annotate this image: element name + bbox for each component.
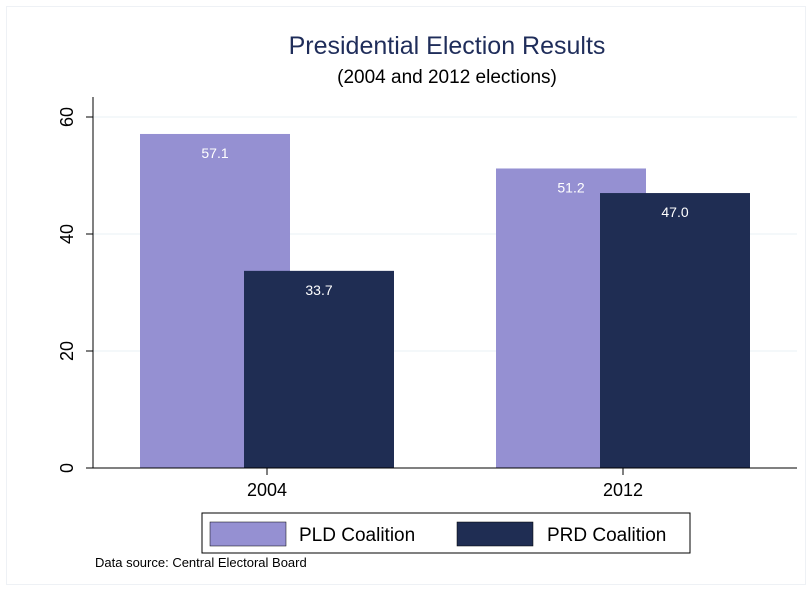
- chart-title: Presidential Election Results: [289, 32, 606, 60]
- axes: 0 20 40 60 2004 2012: [57, 97, 797, 500]
- bars: 57.1 33.7 51.2 47.0: [140, 133, 750, 469]
- chart-subtitle: (2004 and 2012 elections): [337, 67, 557, 88]
- legend-swatch-pld: [209, 521, 287, 547]
- bar-value-label: 51.2: [557, 179, 584, 195]
- legend: PLD Coalition PRD Coalition: [201, 512, 691, 554]
- legend-label-pld: PLD Coalition: [299, 525, 415, 546]
- data-source-note: Data source: Central Electoral Board: [95, 555, 307, 570]
- legend-label-prd: PRD Coalition: [547, 525, 666, 546]
- x-tick-label: 2012: [603, 480, 643, 500]
- y-tick-label: 40: [57, 224, 77, 244]
- legend-swatch-prd: [456, 521, 534, 547]
- bar-prd-coalition-2012: [600, 193, 750, 469]
- bar-value-label: 57.1: [201, 145, 228, 161]
- x-tick-label: 2004: [247, 480, 287, 500]
- y-tick-label: 0: [57, 463, 77, 473]
- bar-value-label: 33.7: [305, 282, 332, 298]
- y-tick-label: 60: [57, 107, 77, 127]
- bar-value-label: 47.0: [661, 204, 688, 220]
- y-tick-label: 20: [57, 341, 77, 361]
- bar-prd-coalition-2004: [244, 270, 394, 468]
- chart-frame: Presidential Election Results (2004 and …: [6, 6, 806, 585]
- bar-chart: Presidential Election Results (2004 and …: [57, 32, 797, 570]
